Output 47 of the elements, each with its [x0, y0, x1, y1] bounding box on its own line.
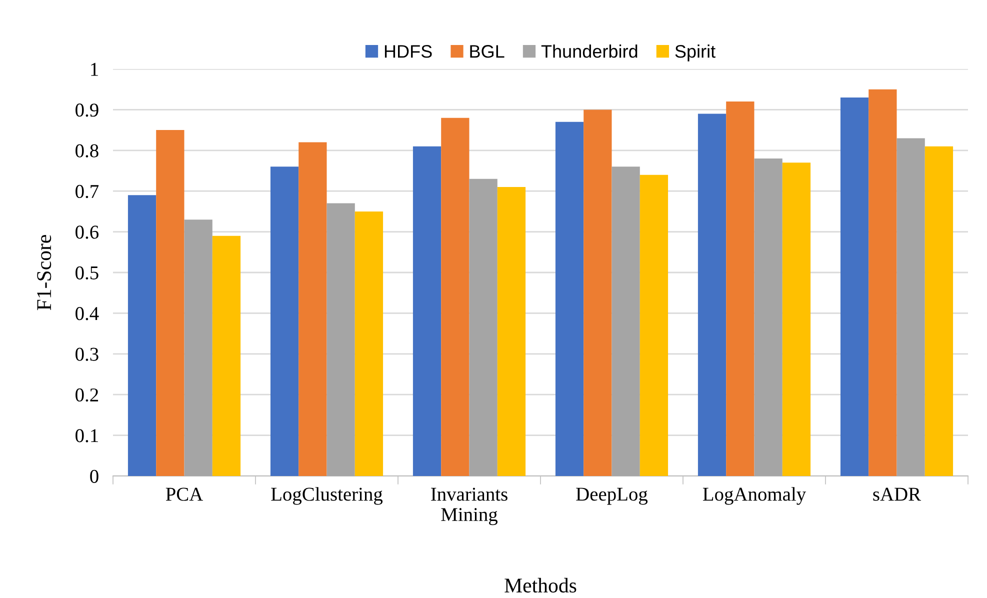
- y-tick-label: 0: [90, 470, 98, 483]
- y-tick-label: 0.3: [76, 348, 98, 361]
- x-tick-label: sADR: [873, 488, 922, 501]
- y-tick-label: 0.6: [76, 226, 99, 239]
- x-tick-label: LogClustering: [271, 487, 383, 505]
- y-tick-label: 0.5: [76, 266, 98, 280]
- x-tick-label: DeepLog: [576, 488, 648, 505]
- bar: [584, 110, 612, 476]
- bar: [412, 146, 442, 476]
- bar: [782, 162, 811, 476]
- bar: [184, 220, 212, 476]
- bar: [497, 187, 526, 476]
- bar: [924, 146, 954, 476]
- bar: [896, 138, 925, 476]
- y-tick-label: 0.7: [76, 184, 99, 198]
- y-tick-label: 0.2: [76, 388, 98, 402]
- y-tick-label: 0.8: [76, 144, 98, 158]
- bar: [726, 102, 754, 476]
- y-tick-label: 1: [91, 62, 98, 76]
- bar: [698, 114, 726, 476]
- bar: [326, 203, 355, 476]
- bar: [868, 89, 897, 476]
- bar: [640, 174, 668, 476]
- y-tick-label: 0.1: [76, 429, 98, 442]
- x-tick-label: LogAnomaly: [702, 487, 806, 505]
- bar: [555, 122, 584, 476]
- bar: [156, 130, 184, 476]
- bar: [128, 195, 156, 476]
- bar: [441, 118, 470, 476]
- y-tick-label: 0.4: [76, 307, 99, 320]
- x-tick-label: PCA: [166, 488, 204, 501]
- legend-label: Thunderbird: [541, 44, 638, 58]
- bar: [270, 166, 299, 476]
- legend-label: Spirit: [675, 44, 716, 62]
- bar: [354, 211, 384, 476]
- x-tick-label: Invariants Mining: [431, 488, 508, 526]
- y-axis-title: F1-Score: [37, 235, 52, 310]
- legend-label: HDFS: [384, 45, 432, 58]
- y-tick-label: 0.9: [76, 104, 98, 117]
- bar: [840, 97, 869, 476]
- bar: [754, 158, 782, 476]
- legend-label: BGL: [470, 45, 504, 58]
- x-axis-title: Methods: [504, 578, 576, 593]
- bar: [469, 178, 498, 476]
- bar: [612, 166, 640, 476]
- bar: [212, 236, 241, 476]
- bar: [298, 142, 327, 476]
